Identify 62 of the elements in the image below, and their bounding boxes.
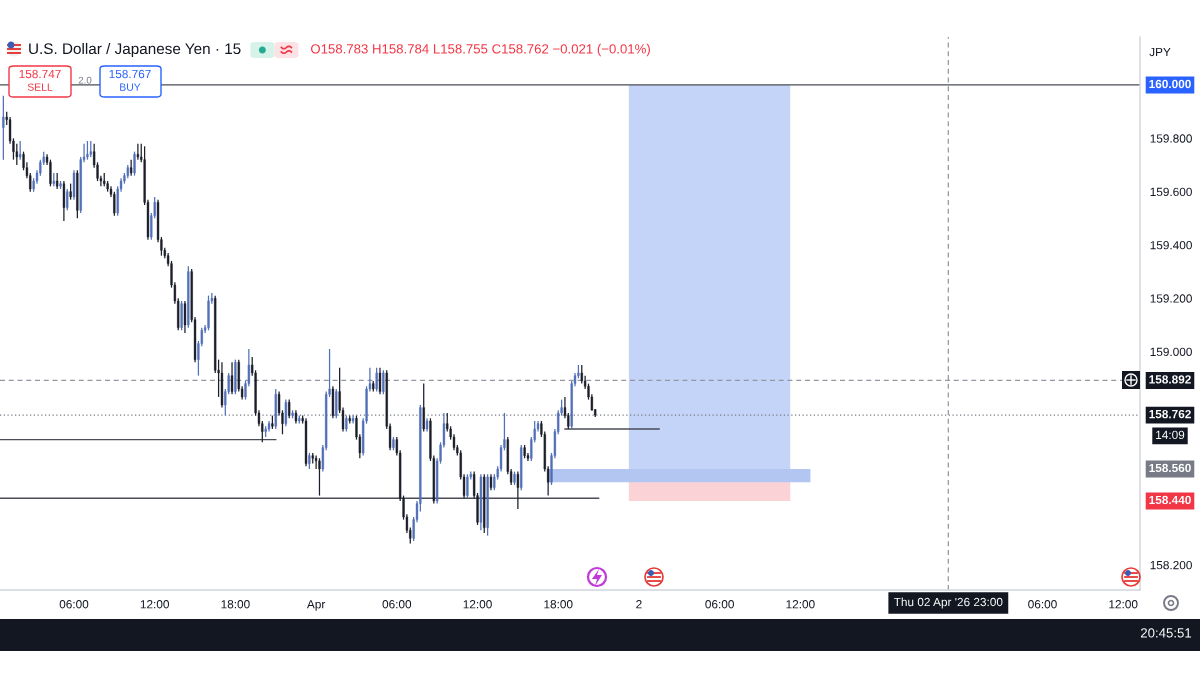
text: 20:45:51 <box>1140 628 1192 638</box>
candlestick <box>375 367 378 393</box>
y-axis-title: JPY <box>1149 47 1171 57</box>
candlestick <box>230 361 234 395</box>
x-tick-label: 2 <box>636 600 642 609</box>
annotation: BUY <box>120 83 141 91</box>
candlestick <box>335 388 338 419</box>
candlestick <box>513 470 516 486</box>
candlestick <box>2 95 5 161</box>
annotation: 158.767 <box>109 69 151 79</box>
x-tick-label: 06:00 <box>59 600 89 609</box>
y-tick-label: 159.200 <box>1150 294 1192 303</box>
text: 160.000 <box>1149 79 1191 89</box>
candlestick <box>59 180 62 190</box>
ref-line-label: 158.892 <box>1149 375 1191 384</box>
x-tick-label: 06:00 <box>705 600 734 609</box>
x-tick-label: 12:00 <box>786 600 815 609</box>
candlestick <box>523 444 526 459</box>
y-tick-label: 159.400 <box>1150 241 1192 250</box>
x-tick-label: 12:00 <box>463 600 492 609</box>
text: 14:09 <box>1156 430 1185 440</box>
candlestick <box>422 382 425 433</box>
candlestick <box>207 295 210 331</box>
candlestick <box>516 470 520 510</box>
x-tick-label: 06:00 <box>382 600 412 609</box>
x-tick-label: 12:00 <box>1109 600 1138 609</box>
y-tick-label: 159.800 <box>1150 134 1192 143</box>
candlestick <box>382 369 385 395</box>
ref-line-label: 158.762 <box>1149 409 1191 419</box>
annotation: 2.0 <box>78 76 92 84</box>
chart-title: U.S. Dollar / Japanese Yen · 15 <box>29 42 241 58</box>
candlestick <box>86 140 89 161</box>
candlestick <box>392 436 395 451</box>
candlestick <box>133 151 136 177</box>
candlestick <box>136 143 140 161</box>
candlestick <box>288 398 291 419</box>
chart-subtitle: O158.783 H158.784 L158.755 C158.762 −0.021 (−0.01%) <box>311 43 650 57</box>
candlestick <box>66 188 69 211</box>
candlestick <box>291 409 294 419</box>
candlestick <box>466 473 469 499</box>
y-tick-label: 159.600 <box>1150 187 1192 197</box>
x-tick-label: 18:00 <box>544 600 573 609</box>
y-tick-label: 159.000 <box>1150 347 1192 357</box>
ref-line-label: Thu 02 Apr '26 23:00 <box>893 597 1003 609</box>
candlestick <box>284 398 287 427</box>
candlestick <box>378 367 382 395</box>
candlestick <box>318 457 321 497</box>
annotation: SELL <box>27 83 53 91</box>
y-tick-label: 158.200 <box>1150 560 1192 570</box>
text: 158.560 <box>1149 463 1191 473</box>
x-tick-label: 12:00 <box>140 600 169 609</box>
candlestick <box>183 300 187 334</box>
candlestick <box>62 180 66 222</box>
text: 158.440 <box>1149 495 1191 505</box>
candlestick <box>234 359 237 395</box>
x-tick-label: 18:00 <box>221 600 250 609</box>
candlestick <box>580 364 583 385</box>
candlestick <box>19 140 22 161</box>
x-tick-label: Apr <box>306 600 326 611</box>
annotation: 158.747 <box>19 69 61 79</box>
x-tick-label: 06:00 <box>1028 600 1057 609</box>
candlestick <box>180 300 183 331</box>
